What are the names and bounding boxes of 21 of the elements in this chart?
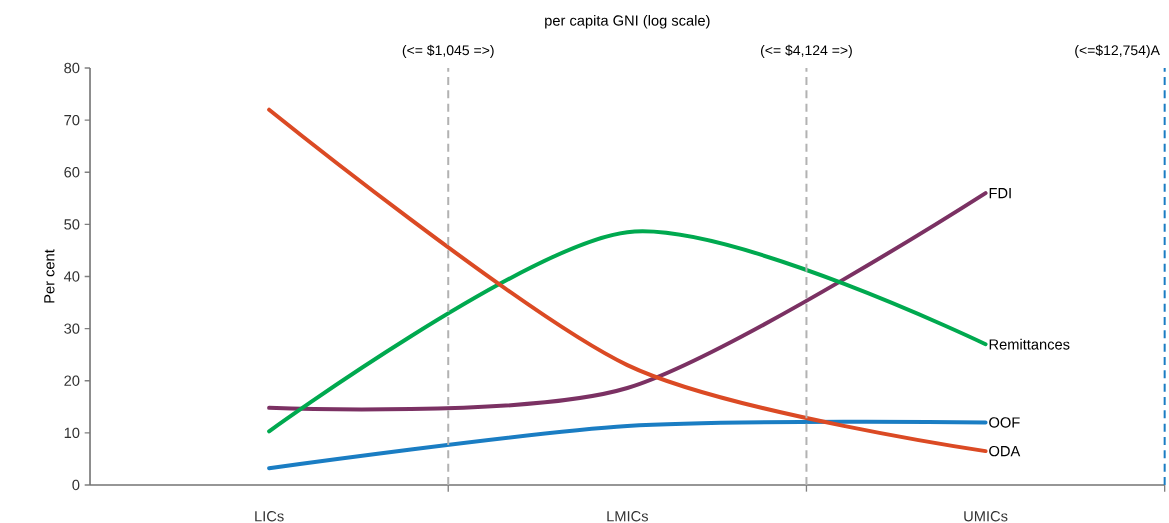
series-label: Remittances	[989, 338, 1070, 350]
y-tick-label: 0	[72, 479, 80, 491]
x-tick-label: LMICs	[607, 511, 648, 522]
series-label: OOF	[989, 417, 1020, 428]
series-label: ODA	[989, 445, 1021, 457]
y-tick-label: 70	[64, 114, 80, 126]
y-axis-title: Per cent	[44, 249, 55, 303]
x-tick-label: LICs	[255, 511, 284, 522]
y-tick-label: 80	[64, 62, 80, 74]
y-tick-label: 20	[64, 375, 80, 386]
y-tick-label: 60	[64, 167, 80, 178]
y-tick-label: 40	[63, 271, 80, 282]
y-tick-label: 10	[64, 427, 80, 439]
series-label: FDI	[989, 188, 1011, 199]
text: (<=$12,754)A	[1075, 44, 1160, 58]
chart-title: per capita GNI (log scale)	[545, 14, 710, 29]
x-tick-label: UMICs	[964, 511, 1008, 522]
text: (<= $4,124 =>)	[761, 44, 852, 58]
y-tick-label: 30	[64, 323, 80, 334]
y-tick-label: 50	[64, 219, 80, 230]
text: (<= $1,045 =>)	[402, 44, 494, 58]
